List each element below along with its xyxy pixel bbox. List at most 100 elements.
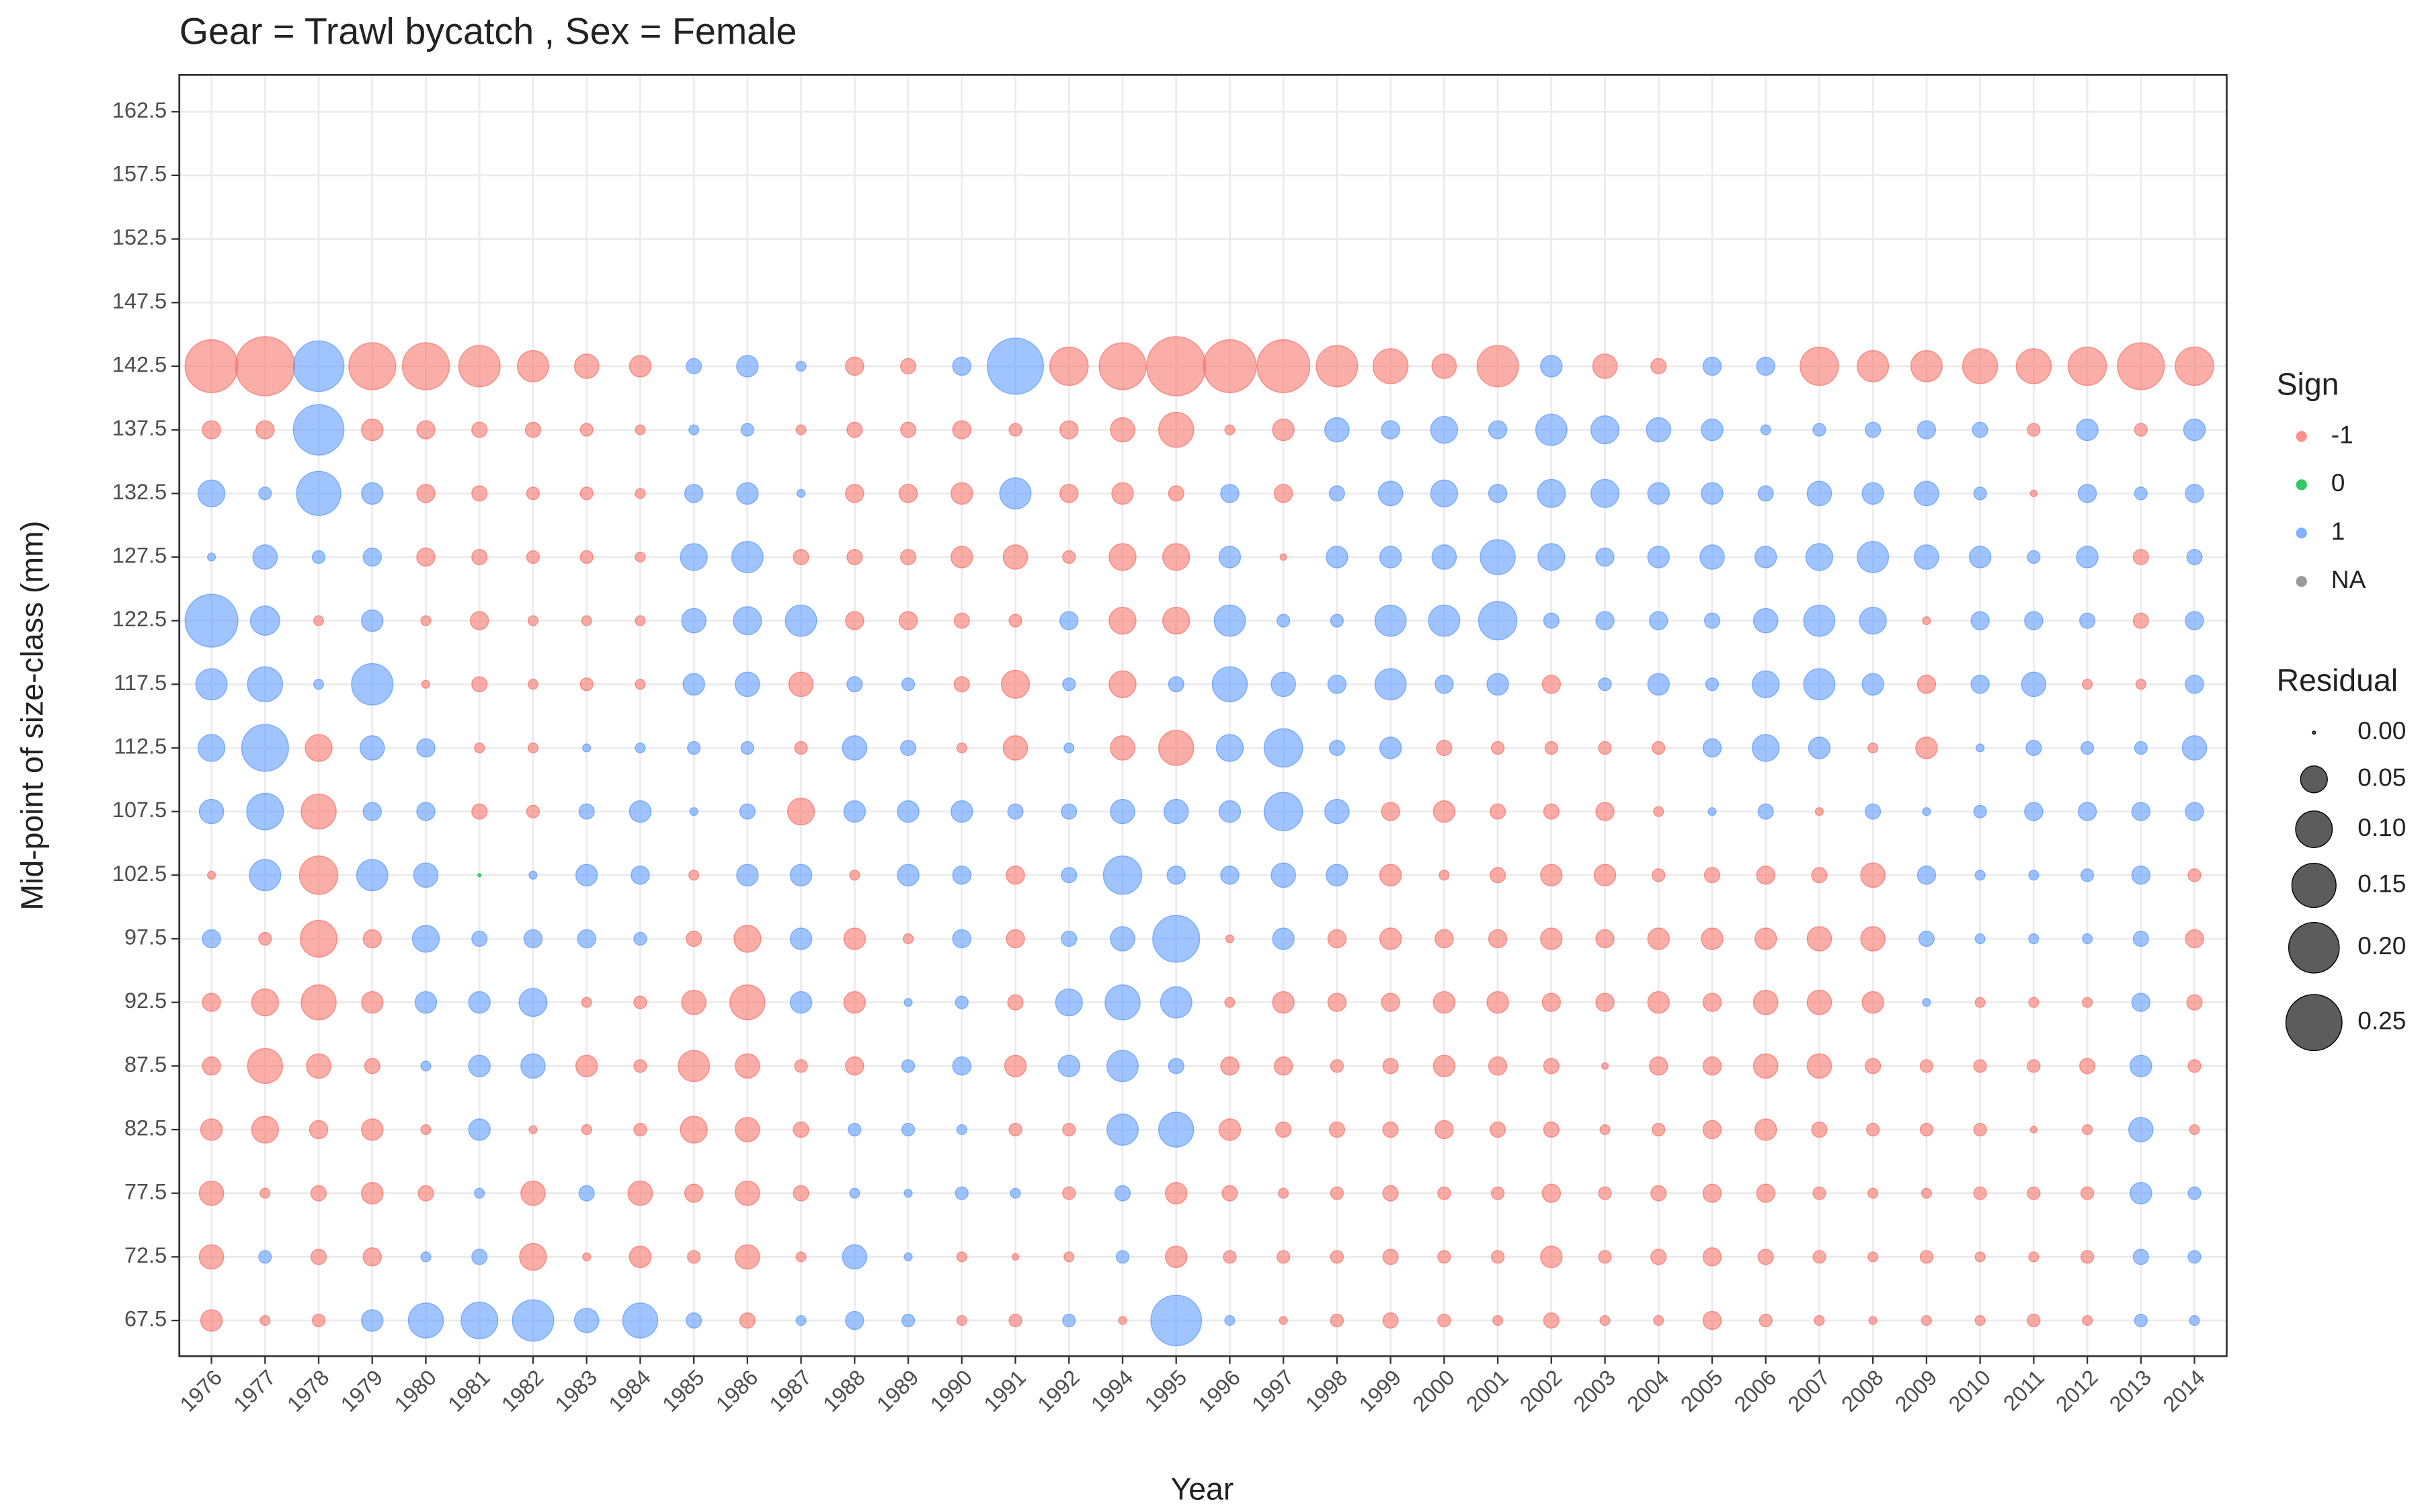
bubble xyxy=(1752,1053,1779,1079)
bubble xyxy=(362,547,382,567)
bubble xyxy=(1430,479,1458,507)
bubble xyxy=(1279,1316,1288,1325)
bubble xyxy=(1330,1059,1344,1073)
bubble xyxy=(735,1180,760,1206)
bubble xyxy=(1476,345,1519,388)
legend-label: 0.25 xyxy=(2357,1006,2406,1034)
bubble xyxy=(635,424,646,435)
bubble xyxy=(1757,485,1774,502)
bubble xyxy=(1540,927,1563,950)
bubble xyxy=(1381,420,1400,439)
bubble xyxy=(300,793,337,830)
bubble xyxy=(1433,800,1456,823)
bubble xyxy=(1919,1250,1933,1264)
bubble xyxy=(1973,1122,1987,1137)
y-tick-label: 77.5 xyxy=(124,1179,167,1204)
y-tick-label: 97.5 xyxy=(124,925,167,950)
bubble xyxy=(629,800,652,823)
bubble xyxy=(573,353,600,379)
bubble xyxy=(1006,929,1025,949)
legend-label: 0.10 xyxy=(2357,813,2406,841)
bubble xyxy=(1650,1249,1667,1265)
bubble xyxy=(1486,673,1509,696)
bubble xyxy=(1541,675,1561,694)
bubble xyxy=(1490,803,1506,820)
legend-size xyxy=(2312,730,2316,735)
bubble xyxy=(1381,802,1400,821)
bubble xyxy=(524,421,541,438)
bubble xyxy=(1057,1054,1080,1078)
bubble xyxy=(1492,1315,1504,1327)
bubble xyxy=(1435,929,1454,949)
bubble xyxy=(416,802,436,821)
bubble xyxy=(1008,1122,1022,1137)
bubble xyxy=(1279,553,1287,561)
bubble xyxy=(2027,1186,2041,1200)
bubble xyxy=(311,1313,326,1328)
bubble xyxy=(1488,420,1508,439)
bubble xyxy=(2024,611,2044,630)
bubble xyxy=(197,479,226,507)
bubble xyxy=(1221,1185,1238,1202)
bubble xyxy=(1330,614,1344,628)
bubble xyxy=(629,1245,652,1269)
bubble xyxy=(1490,1250,1505,1264)
y-tick-label: 162.5 xyxy=(112,98,167,122)
bubble xyxy=(1703,867,1720,884)
bubble xyxy=(581,1124,592,1136)
bubble xyxy=(202,1056,221,1076)
bubble xyxy=(1973,1059,1987,1073)
bubble xyxy=(622,1302,659,1339)
bubble xyxy=(1921,1315,1932,1327)
y-tick-label: 137.5 xyxy=(112,416,167,440)
bubble xyxy=(2082,933,2093,944)
bubble xyxy=(1702,738,1722,758)
bubble xyxy=(471,1249,488,1265)
bubble xyxy=(898,611,918,630)
bubble xyxy=(458,345,501,388)
legend-label: 0 xyxy=(2331,468,2345,497)
bubble xyxy=(793,1122,809,1138)
bubble xyxy=(359,735,385,761)
bubble xyxy=(1379,737,1402,759)
bubble xyxy=(2183,418,2206,442)
bubble xyxy=(420,615,432,626)
bubble xyxy=(842,1244,868,1270)
bubble xyxy=(249,859,282,892)
bubble xyxy=(900,421,917,438)
bubble xyxy=(1437,1250,1451,1264)
bubble xyxy=(1114,1185,1131,1202)
bubble xyxy=(1002,544,1028,570)
bubble xyxy=(1859,606,1887,635)
bubble xyxy=(2128,1117,2154,1142)
bubble xyxy=(729,984,766,1021)
bubble xyxy=(520,1180,546,1206)
bubble xyxy=(739,1312,756,1329)
bubble xyxy=(1757,1249,1774,1265)
legend-title: Residual xyxy=(2277,663,2398,698)
y-tick-label: 102.5 xyxy=(112,862,167,886)
bubble xyxy=(258,487,272,501)
bubble xyxy=(361,991,384,1014)
bubble xyxy=(627,1180,653,1206)
bubble xyxy=(1435,1120,1454,1140)
bubble xyxy=(1592,353,1618,379)
bubble xyxy=(2076,418,2099,442)
bubble xyxy=(1001,669,1031,699)
bubble xyxy=(184,593,239,648)
bubble xyxy=(1273,484,1293,503)
bubble xyxy=(2021,671,2047,698)
bubble xyxy=(200,1118,223,1141)
bubble xyxy=(258,1250,272,1264)
bubble xyxy=(953,676,970,693)
bubble xyxy=(1972,421,1988,438)
plot-border xyxy=(178,73,2228,1357)
bubble xyxy=(520,1053,546,1079)
bubble xyxy=(1914,544,1939,570)
bubble xyxy=(1220,484,1240,503)
bubble xyxy=(1653,806,1664,817)
bubble xyxy=(1382,1312,1399,1329)
bubble xyxy=(1102,855,1143,895)
bubble xyxy=(794,741,808,755)
